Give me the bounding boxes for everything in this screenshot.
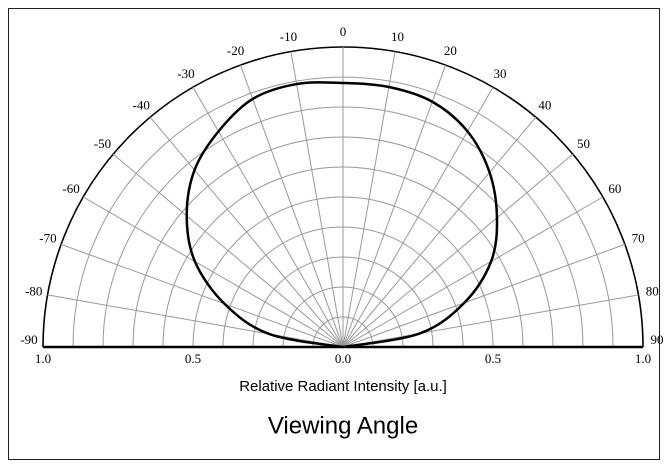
grid-spoke <box>342 294 639 348</box>
angle-tick-label: -60 <box>62 181 79 196</box>
angle-tick-label: 40 <box>538 97 551 112</box>
angle-tick-label: -40 <box>132 97 149 112</box>
angle-tick-label: -30 <box>177 66 194 81</box>
grid-spoke <box>342 116 537 348</box>
grid-spoke <box>47 294 344 348</box>
angle-tick-label: 30 <box>494 66 507 81</box>
grid-spoke <box>60 243 344 348</box>
angle-tick-label: 80 <box>646 283 659 298</box>
x-tick-label: 0.5 <box>185 351 201 366</box>
x-tick-label: 0.0 <box>335 351 351 366</box>
grid-spoke <box>342 51 396 348</box>
grid-spoke <box>290 51 344 348</box>
grid-spoke <box>239 64 344 348</box>
chart-title: Viewing Angle <box>268 412 418 439</box>
angle-tick-label: -80 <box>25 283 42 298</box>
grid-spoke <box>342 153 574 348</box>
x-tick-label: 1.0 <box>35 351 51 366</box>
angle-tick-label: 20 <box>444 43 457 58</box>
angle-tick-label: 50 <box>577 136 590 151</box>
x-tick-label: 1.0 <box>635 351 651 366</box>
grid-spoke <box>82 196 344 348</box>
x-tick-label: 0.5 <box>485 351 501 366</box>
intensity-curve <box>185 81 499 349</box>
grid-spoke <box>149 116 344 348</box>
angle-tick-label: 70 <box>632 231 645 246</box>
angle-tick-label: 10 <box>391 29 404 44</box>
grid-spoke <box>112 153 344 348</box>
x-axis-label: Relative Radiant Intensity [a.u.] <box>239 378 447 395</box>
angle-tick-label: -50 <box>94 136 111 151</box>
angle-tick-label: -20 <box>227 43 244 58</box>
grid-spoke <box>342 243 626 348</box>
angle-tick-label: 0 <box>340 24 347 39</box>
grid-spoke <box>342 64 447 348</box>
angle-tick-label: 60 <box>608 181 621 196</box>
angle-tick-label: -90 <box>20 332 37 347</box>
frame <box>8 8 660 460</box>
angle-tick-label: -10 <box>280 29 297 44</box>
grid-spoke <box>342 196 604 348</box>
angle-tick-label: -70 <box>39 231 56 246</box>
angle-tick-label: 90 <box>651 332 664 347</box>
